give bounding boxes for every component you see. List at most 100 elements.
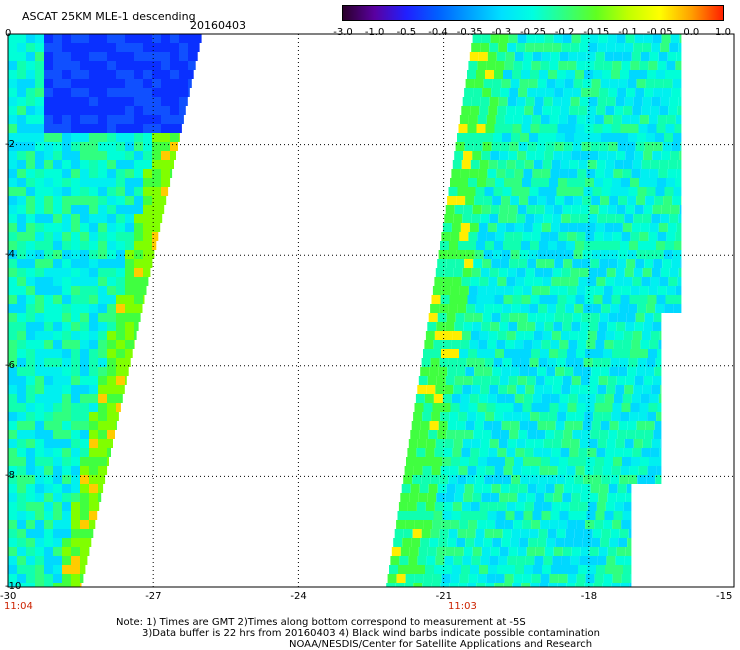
- wind-cell: [35, 448, 44, 457]
- wind-cell: [423, 574, 433, 583]
- wind-cell: [516, 439, 526, 448]
- wind-cell: [648, 115, 658, 124]
- wind-cell: [456, 196, 466, 205]
- wind-cell: [80, 196, 89, 205]
- wind-cell: [609, 79, 619, 88]
- wind-cell: [530, 124, 540, 133]
- wind-cell: [89, 97, 98, 106]
- wind-cell: [413, 583, 423, 587]
- wind-cell: [464, 484, 474, 493]
- wind-cell: [616, 151, 626, 160]
- wind-cell: [470, 565, 479, 574]
- wind-cell: [179, 79, 188, 88]
- wind-cell: [551, 331, 561, 340]
- wind-cell: [152, 79, 161, 88]
- wind-cell: [472, 376, 482, 385]
- wind-cell: [612, 403, 622, 412]
- wind-cell: [125, 241, 134, 250]
- wind-cell: [562, 322, 572, 331]
- wind-cell: [26, 412, 35, 421]
- wind-cell: [666, 232, 676, 241]
- wind-cell: [459, 232, 469, 241]
- wind-cell: [486, 403, 496, 412]
- wind-cell: [179, 133, 180, 142]
- wind-cell: [530, 466, 540, 475]
- wind-cell: [71, 160, 80, 169]
- wind-cell: [80, 34, 89, 43]
- wind-cell: [26, 583, 35, 587]
- wind-cell: [530, 70, 539, 79]
- wind-cell: [485, 412, 495, 421]
- wind-cell: [62, 52, 71, 61]
- wind-cell: [630, 61, 640, 70]
- wind-cell: [71, 241, 80, 250]
- wind-cell: [629, 412, 639, 421]
- wind-cell: [590, 259, 600, 268]
- wind-cell: [53, 259, 62, 268]
- wind-cell: [602, 295, 612, 304]
- wind-cell: [71, 520, 80, 529]
- wind-cell: [116, 358, 125, 367]
- wind-cell: [536, 88, 546, 97]
- wind-cell: [558, 520, 568, 529]
- wind-cell: [637, 475, 647, 484]
- wind-cell: [519, 79, 529, 88]
- wind-cell: [615, 43, 625, 52]
- wind-cell: [620, 466, 630, 475]
- wind-cell: [116, 385, 125, 394]
- wind-cell: [17, 475, 26, 484]
- wind-cell: [8, 259, 17, 268]
- wind-cell: [599, 484, 609, 493]
- colorbar-tick-label: -0.3: [491, 27, 512, 38]
- wind-cell: [17, 142, 26, 151]
- wind-cell: [170, 61, 179, 70]
- wind-cell: [526, 547, 536, 556]
- wind-cell: [80, 358, 89, 367]
- wind-cell: [35, 232, 44, 241]
- wind-cell: [8, 412, 17, 421]
- wind-cell: [630, 403, 640, 412]
- wind-cell: [567, 520, 577, 529]
- wind-cell: [665, 241, 674, 250]
- wind-cell: [596, 331, 606, 340]
- wind-cell: [544, 493, 554, 502]
- wind-cell: [566, 295, 576, 304]
- wind-cell: [529, 529, 539, 538]
- wind-cell: [459, 520, 469, 529]
- wind-cell: [17, 457, 26, 466]
- wind-cell: [89, 151, 98, 160]
- colorbar-tick-label: -0.5: [396, 27, 417, 38]
- wind-cell: [152, 34, 161, 43]
- wind-cell: [170, 133, 179, 142]
- wind-cell: [80, 412, 89, 421]
- wind-cell: [17, 358, 26, 367]
- wind-cell: [599, 259, 609, 268]
- wind-cell: [541, 511, 551, 520]
- wind-cell: [53, 151, 62, 160]
- wind-cell: [107, 106, 116, 115]
- wind-cell: [179, 97, 188, 106]
- wind-cell: [62, 286, 71, 295]
- wind-cell: [578, 565, 587, 574]
- y-tick-label: -4: [5, 249, 15, 261]
- wind-cell: [611, 295, 621, 304]
- wind-cell: [500, 259, 510, 268]
- wind-cell: [505, 457, 514, 466]
- wind-cell: [436, 547, 446, 556]
- wind-cell: [588, 556, 598, 565]
- wind-cell: [582, 196, 592, 205]
- wind-cell: [17, 79, 26, 88]
- wind-cell: [520, 475, 530, 484]
- wind-cell: [573, 538, 583, 547]
- wind-cell: [44, 547, 53, 556]
- wind-cell: [569, 277, 579, 286]
- wind-cell: [629, 466, 639, 475]
- wind-cell: [586, 457, 595, 466]
- wind-cell: [559, 511, 569, 520]
- wind-cell: [486, 178, 495, 187]
- wind-cell: [443, 331, 453, 340]
- wind-cell: [643, 151, 653, 160]
- wind-cell: [623, 331, 633, 340]
- wind-cell: [494, 295, 504, 304]
